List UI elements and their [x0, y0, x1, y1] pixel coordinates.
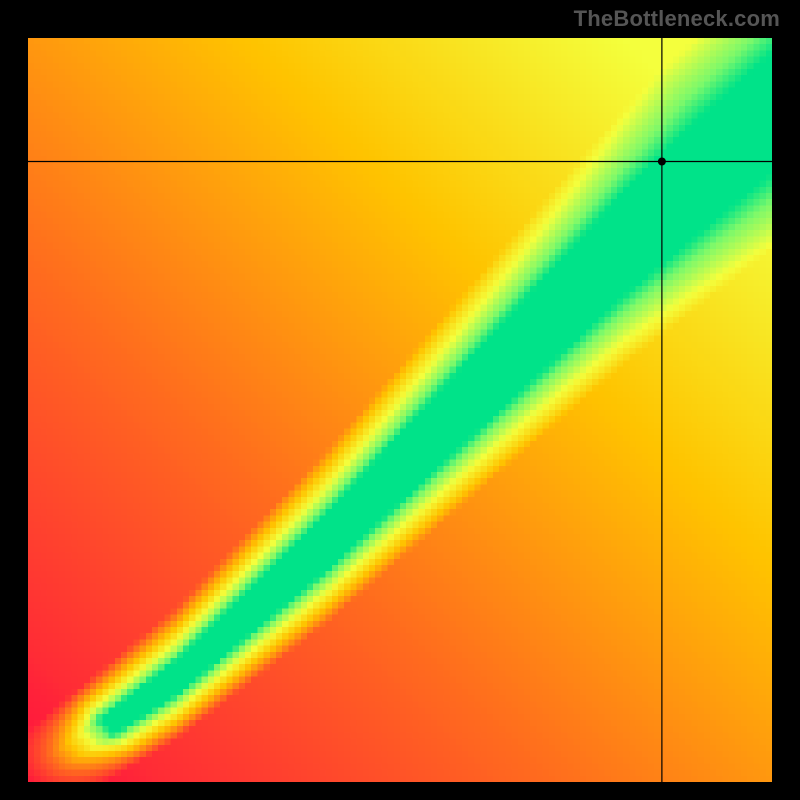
watermark-text: TheBottleneck.com [574, 6, 780, 32]
chart-frame: TheBottleneck.com [0, 0, 800, 800]
bottleneck-heatmap [28, 38, 772, 782]
